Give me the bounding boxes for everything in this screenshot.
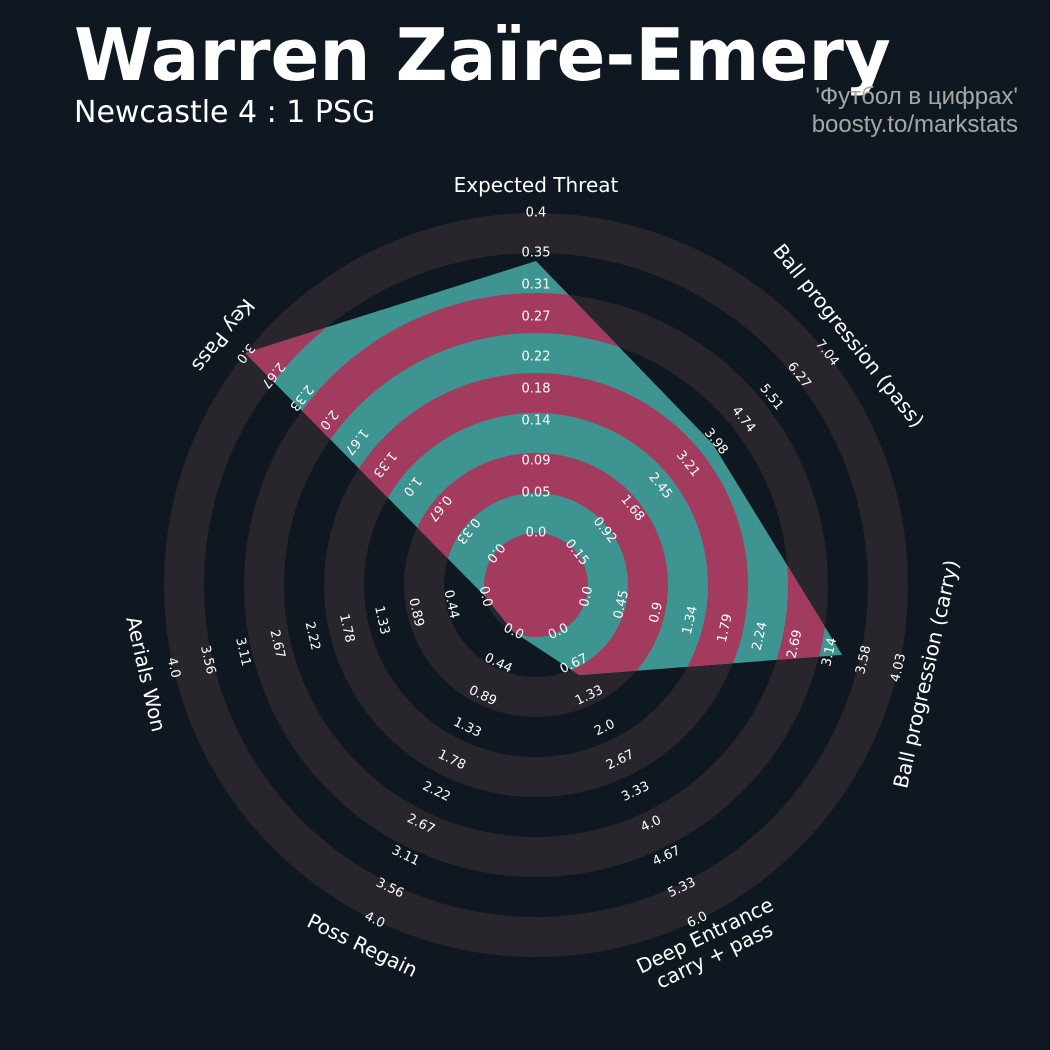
tick-label: 3.14 xyxy=(819,636,840,668)
tick-label: 0.31 xyxy=(522,278,551,293)
tick-label: 0.27 xyxy=(522,310,551,325)
chart-title: Warren Zaïre-Emery xyxy=(74,13,891,97)
credit: boosty.to/markstats xyxy=(812,111,1018,138)
tick-label: 0.44 xyxy=(440,589,461,621)
tick-label: 3.11 xyxy=(232,636,253,668)
tick-label: 2.67 xyxy=(267,628,288,660)
radar-ring xyxy=(484,533,588,637)
tick-label: 0.09 xyxy=(522,454,551,469)
tick-label: 0.22 xyxy=(522,350,551,365)
tick-label: 0.35 xyxy=(522,246,551,261)
tick-label: 1.78 xyxy=(336,612,357,644)
tick-label: 3.58 xyxy=(853,644,874,676)
tick-label: 4.0 xyxy=(164,656,183,680)
tick-label: 2.22 xyxy=(302,620,323,652)
tick-label: 0.0 xyxy=(577,585,596,609)
chart-subtitle: Newcastle 4 : 1 PSG xyxy=(74,95,375,130)
credit: 'Футбол в цифрах' xyxy=(815,83,1018,110)
tick-label: 0.0 xyxy=(476,585,495,609)
tick-label: 0.9 xyxy=(647,601,666,625)
tick-label: 2.24 xyxy=(750,620,771,652)
tick-label: 0.14 xyxy=(522,414,551,429)
axis-label: Expected Threat xyxy=(454,173,619,197)
tick-label: 0.05 xyxy=(522,486,551,501)
tick-label: 2.69 xyxy=(784,628,805,660)
tick-label: 4.03 xyxy=(888,652,909,684)
tick-label: 0.0 xyxy=(526,526,547,541)
tick-label: 0.89 xyxy=(405,597,426,629)
tick-label: 1.33 xyxy=(371,604,392,636)
tick-label: 0.45 xyxy=(611,589,632,621)
tick-label: 1.34 xyxy=(680,604,701,636)
tick-label: 0.4 xyxy=(526,206,547,221)
tick-label: 3.56 xyxy=(197,644,218,676)
tick-label: 1.79 xyxy=(715,612,736,644)
tick-label: 0.18 xyxy=(522,382,551,397)
